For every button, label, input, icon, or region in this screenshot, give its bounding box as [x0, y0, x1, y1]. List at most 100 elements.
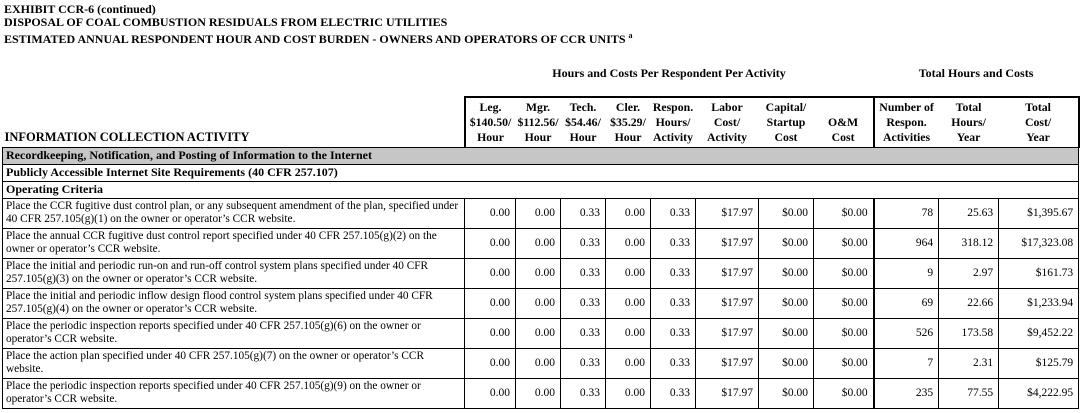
value-cell: $0.00 — [758, 287, 814, 319]
footnote: a Exhibit includes rounding error. — [4, 412, 1080, 413]
value-cell: 0.00 — [515, 377, 561, 409]
value-cell: 0.33 — [650, 347, 696, 379]
column-header-cler: Cler. $35.29/ Hour — [605, 96, 651, 147]
value-cell: 0.33 — [650, 377, 696, 409]
value-cell: $17.97 — [695, 347, 759, 379]
group-header-per-activity: Hours and Costs Per Respondent Per Activ… — [552, 66, 786, 80]
header-line: Tech. — [569, 100, 597, 114]
value-cell: 0.33 — [650, 287, 696, 319]
value-cell: 0.00 — [605, 197, 651, 229]
value-cell: 2.97 — [938, 257, 1000, 289]
value-cell: 0.00 — [464, 287, 516, 319]
value-cell: 0.33 — [560, 257, 606, 289]
value-cell: 0.00 — [515, 287, 561, 319]
header-line: Cost — [831, 130, 855, 144]
column-header-number-respon: Number of Respon. Activities — [872, 96, 939, 147]
activity-cell: Place the action plan specified under 40… — [2, 347, 465, 379]
value-cell: 0.00 — [605, 227, 651, 259]
value-cell: 964 — [872, 227, 940, 259]
header-line: Respon. — [652, 100, 694, 114]
header-line: Hours/ — [655, 115, 691, 129]
value-cell: 0.33 — [560, 197, 606, 229]
column-header-labor-cost: Labor Cost/ Activity — [695, 96, 759, 147]
header-line: Total — [1025, 100, 1051, 114]
value-cell: $0.00 — [758, 317, 814, 349]
activity-cell: Place the periodic inspection reports sp… — [2, 317, 465, 349]
value-cell: 0.00 — [464, 377, 516, 409]
value-cell: $17,323.08 — [998, 227, 1080, 259]
header-line: Hours/ — [951, 115, 986, 129]
value-cell: $17.97 — [695, 227, 759, 259]
header-line: Cost/ — [1024, 115, 1052, 129]
column-header-row: INFORMATION COLLECTION ACTIVITY Leg. $14… — [3, 96, 1080, 147]
value-cell: 22.66 — [938, 287, 1000, 319]
value-cell: 0.00 — [464, 317, 516, 349]
header-line: Year — [1026, 130, 1050, 144]
value-cell: 0.00 — [605, 317, 651, 349]
value-cell: 77.55 — [938, 377, 1000, 409]
value-cell: $0.00 — [758, 197, 814, 229]
section-label: Operating Criteria — [1, 180, 1080, 199]
value-cell: $0.00 — [812, 197, 875, 229]
header-line: $112.56/ — [517, 115, 559, 129]
value-cell: $0.00 — [758, 347, 814, 379]
header-line: Respon. — [886, 115, 927, 129]
value-cell: 25.63 — [938, 197, 1000, 229]
header-line: Activities — [882, 130, 931, 144]
value-cell: 0.33 — [560, 347, 606, 379]
value-cell: 0.33 — [650, 197, 696, 229]
header-line: Capital/ — [765, 100, 807, 114]
column-header-capital-startup: Capital/ Startup Cost — [758, 96, 814, 147]
title-line-3-text: ESTIMATED ANNUAL RESPONDENT HOUR AND COS… — [4, 32, 629, 46]
value-cell: 235 — [872, 377, 940, 409]
column-header-mgr: Mgr. $112.56/ Hour — [515, 96, 561, 147]
burden-table: Hours and Costs Per Respondent Per Activ… — [1, 66, 1080, 409]
header-line: Leg. — [479, 100, 502, 114]
value-cell: $9,452.22 — [998, 317, 1080, 349]
value-cell: $0.00 — [812, 317, 875, 349]
table-row-g3: Place the initial and periodic run-on an… — [2, 257, 1080, 289]
header-line: $54.46/ — [565, 115, 601, 129]
value-cell: 0.00 — [605, 287, 651, 319]
value-cell: 318.12 — [938, 227, 1000, 259]
value-cell: 0.33 — [560, 317, 606, 349]
value-cell: $125.79 — [998, 347, 1080, 379]
value-cell: $1,395.67 — [998, 197, 1080, 229]
value-cell: 0.33 — [560, 287, 606, 319]
header-line: Startup — [766, 115, 806, 129]
header-line: $35.29/ — [610, 115, 646, 129]
value-cell: $4,222.95 — [998, 377, 1080, 409]
document-title-block: EXHIBIT CCR-6 (continued) DISPOSAL OF CO… — [4, 3, 1080, 46]
header-line: Hour — [614, 130, 642, 144]
column-header-total-cost: Total Cost/ Year — [998, 96, 1080, 147]
value-cell: 0.00 — [464, 197, 516, 229]
value-cell: 0.00 — [464, 257, 516, 289]
value-cell: 0.00 — [605, 347, 651, 379]
table-row-g4: Place the initial and periodic inflow de… — [2, 287, 1080, 319]
value-cell: 0.33 — [650, 257, 696, 289]
column-header-total-hours: Total Hours/ Year — [938, 96, 999, 147]
header-line — [814, 100, 873, 115]
activity-cell: Place the initial and periodic inflow de… — [2, 287, 465, 319]
value-cell: $0.00 — [758, 377, 814, 409]
section-row-publicly-accessible: Publicly Accessible Internet Site Requir… — [1, 163, 1080, 182]
header-line: Activity — [707, 130, 747, 144]
table-row-g7: Place the action plan specified under 40… — [2, 347, 1080, 379]
header-line: Year — [956, 130, 981, 144]
value-cell: 0.00 — [515, 197, 561, 229]
value-cell: $161.73 — [998, 257, 1080, 289]
value-cell: 0.33 — [650, 317, 696, 349]
section-label: Publicly Accessible Internet Site Requir… — [1, 163, 1080, 182]
header-line: Hour — [569, 130, 597, 144]
title-line-2: DISPOSAL OF COAL COMBUSTION RESIDUALS FR… — [4, 15, 448, 29]
header-line: Hour — [477, 130, 504, 144]
activity-cell: Place the CCR fugitive dust control plan… — [2, 197, 465, 229]
header-line: Mgr. — [525, 100, 551, 114]
section-row-operating-criteria: Operating Criteria — [1, 180, 1080, 199]
header-line: Cler. — [615, 100, 641, 114]
title-line-1: EXHIBIT CCR-6 (continued) — [4, 2, 156, 16]
value-cell: 0.33 — [650, 227, 696, 259]
activity-cell: Place the initial and periodic run-on an… — [2, 257, 465, 289]
column-header-om-cost: O&M Cost — [813, 96, 874, 147]
info-collection-activity-header: INFORMATION COLLECTION ACTIVITY — [4, 129, 250, 144]
